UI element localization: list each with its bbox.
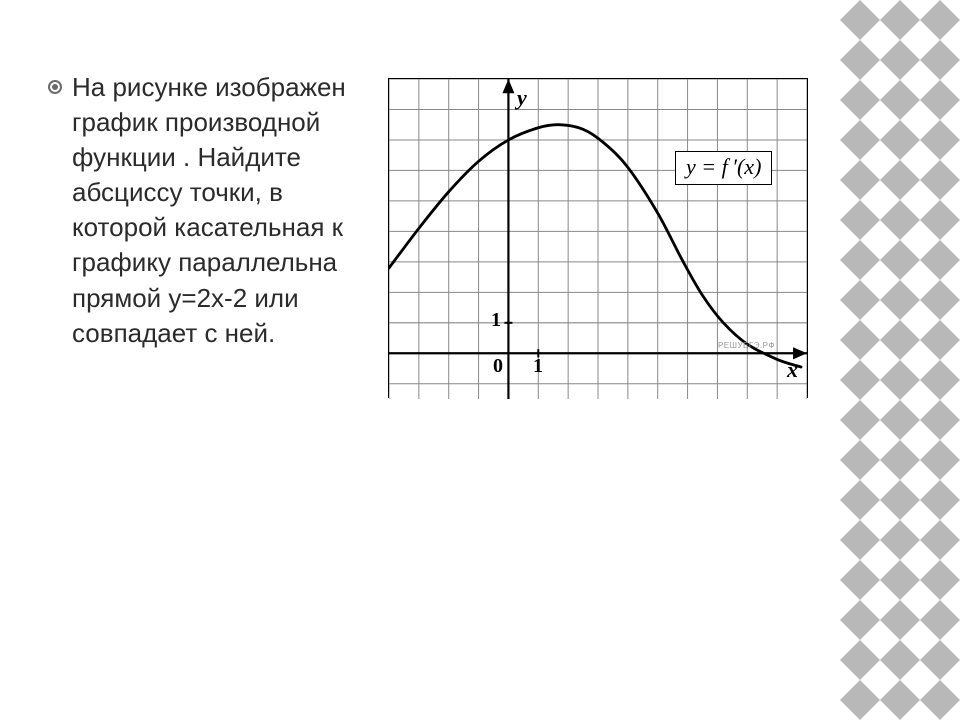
- side-pattern: [840, 0, 960, 720]
- y-axis-label: y: [517, 85, 527, 111]
- origin-zero-label: 0: [493, 355, 503, 378]
- chart-svg: [389, 79, 807, 399]
- text-column: На рисунке изображен график производной …: [48, 70, 388, 720]
- problem-text: На рисунке изображен график производной …: [72, 70, 370, 351]
- x-axis-label: x: [787, 357, 798, 383]
- equation-label: y = f ′(x): [675, 151, 772, 185]
- watermark: РЕШУЕГЭ.РФ: [718, 341, 775, 350]
- bullet-list-item: На рисунке изображен график производной …: [48, 70, 370, 351]
- unit-x-label: 1: [533, 355, 543, 378]
- chart-container: y = f ′(x) y x 0 1 1 РЕШУЕГЭ.РФ: [388, 78, 808, 398]
- equation-text: y = f ′(x): [686, 154, 761, 179]
- bullet-icon: [48, 80, 62, 94]
- pattern-svg: [840, 0, 960, 720]
- unit-y-label: 1: [491, 309, 501, 332]
- chart-column: y = f ′(x) y x 0 1 1 РЕШУЕГЭ.РФ: [388, 70, 830, 720]
- slide-main: На рисунке изображен график производной …: [0, 0, 840, 720]
